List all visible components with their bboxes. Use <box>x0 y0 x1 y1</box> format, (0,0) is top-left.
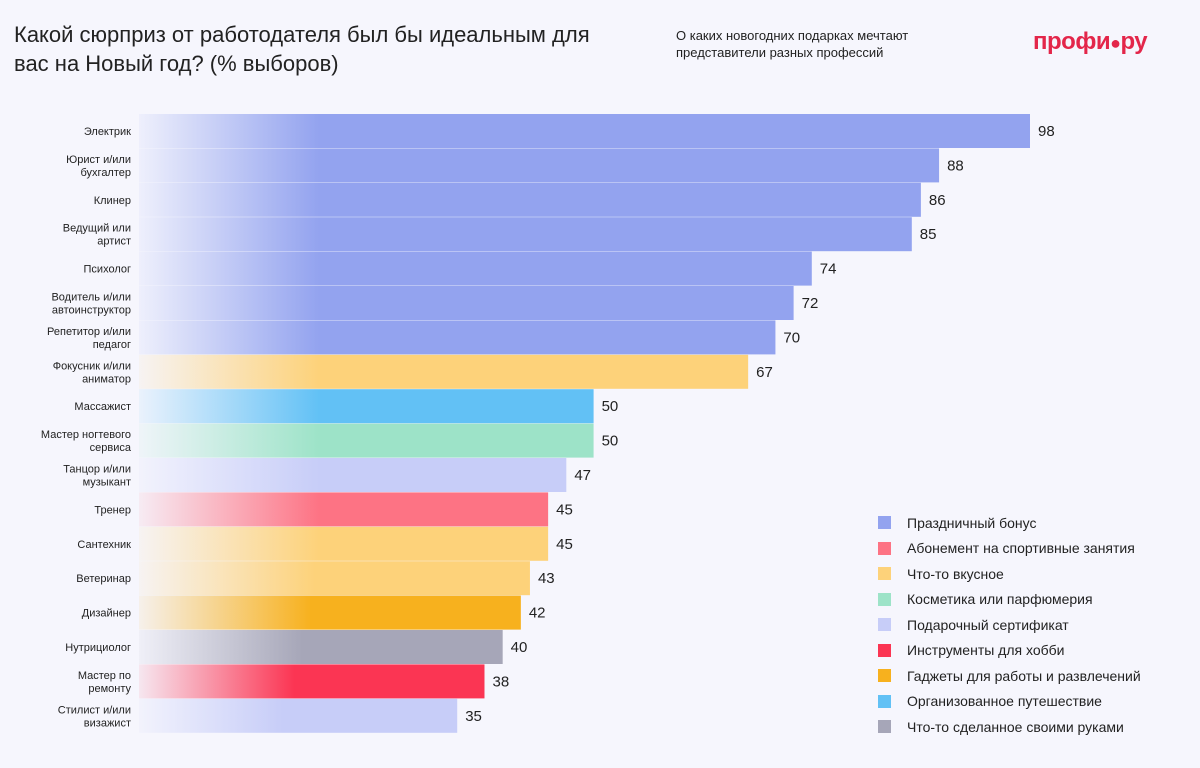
category-label: Фокусник и/или аниматор <box>53 360 131 385</box>
legend-item: Праздничный бонус <box>878 510 1141 536</box>
legend-swatch <box>878 720 891 734</box>
value-label: 40 <box>511 639 528 656</box>
category-label: Мастер ногтевого сервиса <box>41 429 132 454</box>
bar <box>139 217 912 252</box>
legend-label: Подарочный сертификат <box>907 616 1069 633</box>
value-label: 72 <box>802 295 819 312</box>
category-label: Нутрициолог <box>65 642 131 654</box>
value-label: 86 <box>929 192 946 209</box>
bar <box>139 148 940 183</box>
bar <box>139 630 503 664</box>
value-label: 85 <box>920 226 937 243</box>
bar <box>139 492 549 527</box>
bar <box>139 354 749 389</box>
bar <box>139 114 1030 148</box>
bar <box>139 526 549 561</box>
legend-label: Абонемент на спортивные занятия <box>907 540 1135 557</box>
bar <box>139 595 521 630</box>
category-label: Ветеринар <box>76 573 131 585</box>
category-label: Стилист и/или визажист <box>58 704 131 729</box>
bar <box>139 423 594 458</box>
category-label: Электрик <box>84 126 131 138</box>
value-label: 70 <box>783 329 800 346</box>
category-label: Мастер по ремонту <box>78 670 132 695</box>
profi-logo: профи●ру <box>1033 28 1148 55</box>
legend-swatch <box>878 541 891 555</box>
category-label: Репетитор и/или педагог <box>47 326 131 351</box>
legend-item: Организованное путешествие <box>878 689 1141 715</box>
bar <box>139 389 594 424</box>
legend-label: Инструменты для хобби <box>907 642 1065 659</box>
bar <box>139 698 458 733</box>
value-label: 98 <box>1038 123 1055 140</box>
legend-label: Организованное путешествие <box>907 693 1102 710</box>
category-label: Ведущий или артист <box>63 223 131 248</box>
legend-swatch <box>878 516 891 530</box>
legend-swatch <box>878 694 891 708</box>
bar <box>139 286 794 320</box>
legend-item: Инструменты для хобби <box>878 638 1141 664</box>
value-label: 45 <box>556 501 573 518</box>
value-label: 88 <box>947 157 964 174</box>
value-label: 67 <box>756 364 773 381</box>
legend-swatch <box>878 669 891 683</box>
legend: Праздничный бонус Абонемент на спортивные… <box>878 510 1141 740</box>
legend-label: Косметика или парфюмерия <box>907 591 1093 608</box>
legend-item: Что-то вкусное <box>878 561 1141 587</box>
legend-item: Подарочный сертификат <box>878 612 1141 638</box>
value-label: 50 <box>602 433 619 450</box>
value-label: 45 <box>556 536 573 553</box>
category-label: Тренер <box>94 504 131 516</box>
value-label: 38 <box>492 673 509 690</box>
category-label: Клинер <box>94 195 131 207</box>
legend-swatch <box>878 643 891 657</box>
bar <box>139 458 567 492</box>
legend-item: Гаджеты для работы и развлечений <box>878 663 1141 689</box>
bar <box>139 320 776 355</box>
category-label: Массажист <box>74 401 131 413</box>
category-label: Психолог <box>84 264 131 276</box>
legend-item: Абонемент на спортивные занятия <box>878 536 1141 562</box>
legend-swatch <box>878 567 891 581</box>
legend-label: Что-то сделанное своими руками <box>907 718 1124 735</box>
chart-subtitle: О каких новогодних подарках мечтают пред… <box>676 28 909 60</box>
legend-swatch <box>878 592 891 606</box>
category-label: Танцор и/или музыкант <box>63 464 131 489</box>
legend-item: Что-то сделанное своими руками <box>878 714 1141 740</box>
legend-swatch <box>878 618 891 632</box>
bar <box>139 251 812 286</box>
bar <box>139 182 921 217</box>
legend-label: Праздничный бонус <box>907 514 1037 531</box>
value-label: 43 <box>538 570 555 587</box>
bar <box>139 561 530 596</box>
bar <box>139 664 485 699</box>
value-label: 35 <box>465 708 482 725</box>
value-label: 42 <box>529 605 546 622</box>
value-label: 50 <box>602 398 619 415</box>
legend-label: Что-то вкусное <box>907 565 1004 582</box>
category-label: Дизайнер <box>82 608 131 620</box>
value-label: 47 <box>574 467 591 484</box>
value-label: 74 <box>820 261 837 278</box>
category-label: Сантехник <box>77 539 131 551</box>
chart-title: Какой сюрприз от работодателя был бы иде… <box>14 22 590 76</box>
category-label: Водитель и/или автоинструктор <box>51 292 131 317</box>
category-label: Юрист и/или бухгалтер <box>66 154 131 179</box>
legend-item: Косметика или парфюмерия <box>878 587 1141 613</box>
legend-label: Гаджеты для работы и развлечений <box>907 667 1141 684</box>
